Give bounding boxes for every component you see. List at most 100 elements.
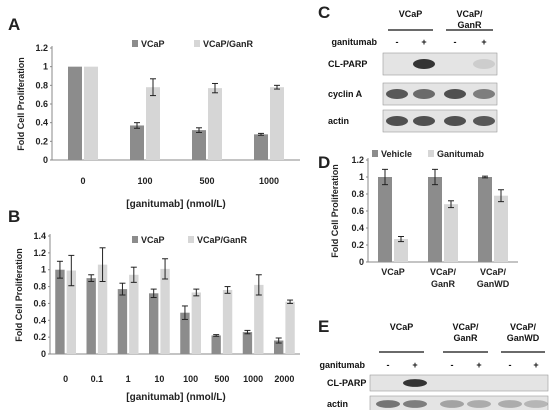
chart-b-ylabel: Fold Cell Proliferation <box>14 248 24 342</box>
blot-e-treatment-sign: - <box>387 360 390 370</box>
chart-d-ytick: 1.2 <box>351 155 364 165</box>
chart-b-ytick: 1.2 <box>33 248 46 258</box>
chart-b-ytick: 0.6 <box>33 298 46 308</box>
chart-a-category: 100 <box>137 176 152 186</box>
panel-label-c: C <box>318 3 330 22</box>
chart-b-bar-vcap-ganr <box>191 292 201 354</box>
chart-a-ytick: 1.2 <box>35 43 48 53</box>
chart-d-ytick: 0.4 <box>351 223 364 233</box>
chart-a-category: 0 <box>80 176 85 186</box>
blot-e-group-label: VCaP/GanR <box>452 322 479 343</box>
blot-c-group-label-line: VCaP <box>399 9 423 19</box>
blot-e-row-label: CL-PARP <box>327 378 366 388</box>
blot-c-treatment-sign: + <box>481 37 486 47</box>
chart-a-category: 1000 <box>259 176 279 186</box>
chart-d-bar-ganitumab <box>394 239 408 262</box>
chart-b-category: 100 <box>183 374 198 384</box>
chart-b-category: 2000 <box>274 374 294 384</box>
chart-a-bar-vcap <box>68 66 82 160</box>
chart-b-category-line: 0.1 <box>91 374 104 384</box>
chart-b-ytick: 0 <box>41 349 46 359</box>
chart-d-legend-swatch <box>372 150 378 157</box>
chart-b-bar-vcap <box>242 332 253 354</box>
chart-a-ytick: 1 <box>43 62 48 72</box>
chart-b-ytick: 1 <box>41 265 46 275</box>
blot-e-band <box>467 400 491 408</box>
chart-a-legend-label: VCaP <box>141 39 165 49</box>
blot-c-band <box>386 89 408 99</box>
blot-e-treatment-sign: + <box>533 360 538 370</box>
blot-e-group-label-line: VCaP/ <box>452 322 479 332</box>
blot-c-band <box>386 116 408 126</box>
chart-d-ytick: 0.8 <box>351 189 364 199</box>
blot-c-band <box>413 59 435 69</box>
chart-b-category: 1000 <box>243 374 263 384</box>
blot-e-group-label-line: VCaP/ <box>510 322 537 332</box>
chart-d-category: VCaP <box>381 267 405 277</box>
blot-e-band <box>524 400 548 408</box>
chart-a-category-line: 0 <box>80 176 85 186</box>
blot-c-treatment-label: ganitumab <box>331 37 377 47</box>
chart-b-legend-swatch <box>132 236 138 243</box>
chart-a-bar-vcap-ganr <box>84 66 98 160</box>
chart-d-bar-vehicle <box>378 177 392 262</box>
blot-c-band <box>473 89 495 99</box>
blot-c-band <box>413 116 435 126</box>
chart-b-ytick: 1.4 <box>33 231 46 241</box>
chart-b-category: 0.1 <box>91 374 104 384</box>
chart-a-xlabel: [ganitumab] (nmol/L) <box>126 199 225 210</box>
blot-e-group-label: VCaP/GanWD <box>507 322 540 343</box>
chart-b-category-line: 0 <box>63 374 68 384</box>
blot-e-row-label: actin <box>327 399 348 409</box>
blot-e-band <box>498 400 522 408</box>
blot-c-band <box>444 116 466 126</box>
blot-c-treatment-sign: - <box>454 37 457 47</box>
chart-b-xlabel: [ganitumab] (nmol/L) <box>126 392 225 403</box>
chart-a-bar-vcap <box>192 130 206 160</box>
blot-e-band <box>440 400 464 408</box>
chart-d-category: VCaP/GanWD <box>477 267 510 289</box>
chart-d-legend-swatch <box>428 150 434 157</box>
blot-e-group-label-line: GanWD <box>507 333 540 343</box>
blot-e-treatment-sign: - <box>509 360 512 370</box>
chart-a-ytick: 0 <box>43 155 48 165</box>
chart-b-bar-vcap-ganr <box>285 301 295 354</box>
chart-b-category: 500 <box>214 374 229 384</box>
blot-e-band <box>376 400 400 408</box>
chart-d-ytick: 0.6 <box>351 206 364 216</box>
blot-c-band <box>444 89 466 99</box>
chart-a-bar-vcap <box>130 125 144 160</box>
blot-e-group-label-line: VCaP <box>390 322 414 332</box>
chart-d-category-line: VCaP/ <box>430 267 457 277</box>
chart-a-category-line: 1000 <box>259 176 279 186</box>
chart-d-category-line: GanWD <box>477 279 510 289</box>
panel-label-b: B <box>8 207 20 226</box>
chart-b-legend-label: VCaP <box>141 235 165 245</box>
blot-c-row-label: actin <box>328 116 349 126</box>
blot-c-group-label-line: GanR <box>457 20 482 30</box>
blot-c-treatment-sign: + <box>421 37 426 47</box>
chart-a-category-line: 100 <box>137 176 152 186</box>
blot-c-membrane <box>382 82 498 106</box>
chart-b-legend-swatch <box>188 236 194 243</box>
blot-e-treatment-sign: + <box>476 360 481 370</box>
blot-e-treatment-sign: + <box>412 360 417 370</box>
chart-d-bar-vehicle <box>428 177 442 262</box>
chart-a-ytick: 0.8 <box>35 80 48 90</box>
chart-b-legend-label: VCaP/GanR <box>197 235 248 245</box>
chart-a-category: 500 <box>199 176 214 186</box>
chart-b-category: 1 <box>126 374 131 384</box>
chart-a-ylabel: Fold Cell Proliferation <box>16 57 26 151</box>
chart-a-category-line: 500 <box>199 176 214 186</box>
chart-b-bar-vcap-ganr <box>97 264 108 354</box>
panel-label-e: E <box>318 317 329 336</box>
panel-label-d: D <box>318 153 330 172</box>
blot-e-group-label: VCaP <box>390 322 414 332</box>
chart-a-ytick: 0.2 <box>35 136 48 146</box>
chart-b-category-line: 500 <box>214 374 229 384</box>
chart-b-category-line: 1 <box>126 374 131 384</box>
blot-c-group-label: VCaP <box>399 9 423 19</box>
blot-c-group-label: VCaP/GanR <box>456 9 483 30</box>
chart-d-ytick: 0.2 <box>351 240 364 250</box>
